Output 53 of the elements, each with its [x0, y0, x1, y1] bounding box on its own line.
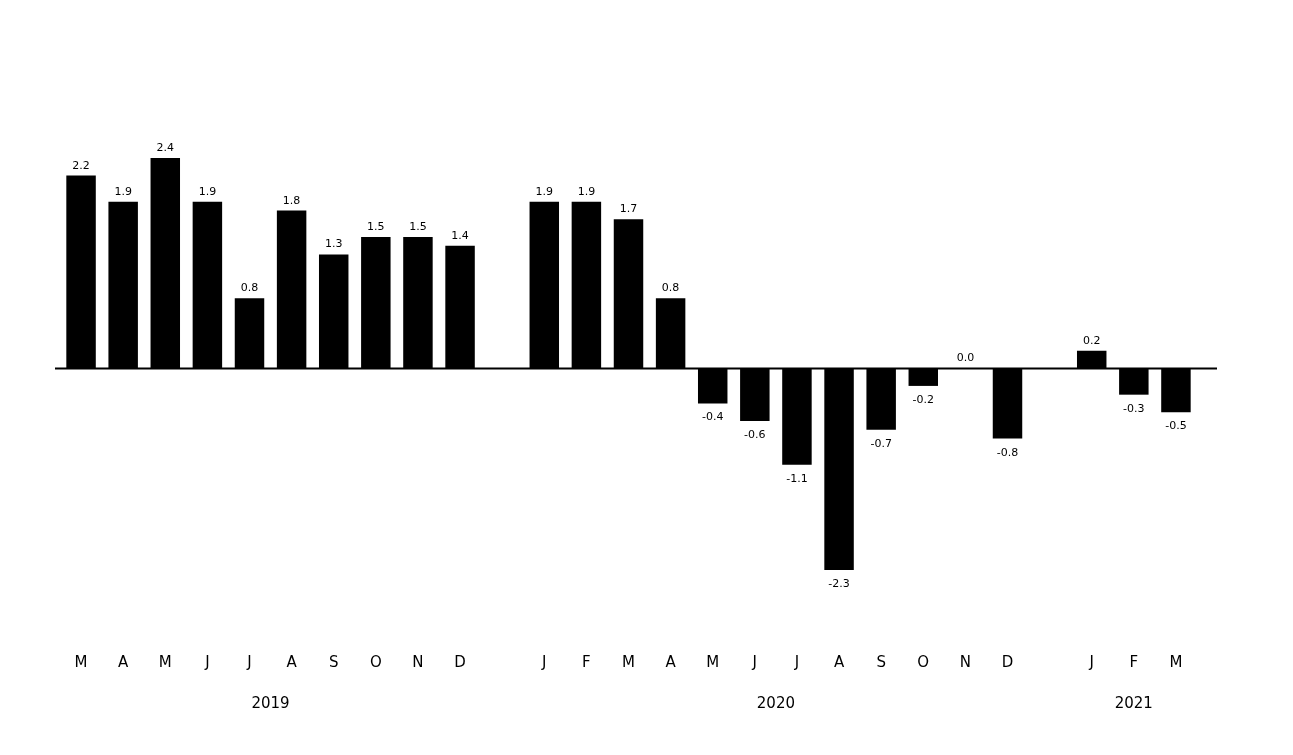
x-tick-label: M	[706, 653, 720, 671]
x-tick-label: O	[369, 653, 382, 671]
x-tick-label: S	[876, 653, 886, 671]
data-label: 0.8	[240, 281, 259, 295]
data-label: 1.3	[324, 237, 343, 251]
x-tick-label: J	[793, 653, 800, 671]
x-tick-label: M	[1169, 653, 1183, 671]
data-label: 1.9	[114, 184, 132, 198]
data-label: -1.1	[786, 471, 808, 485]
x-tick-label: M	[74, 653, 88, 671]
x-tick-label: F	[582, 653, 591, 671]
data-label: 2.4	[156, 141, 175, 154]
x-tick-label: A	[286, 653, 298, 671]
x-tick-label: N	[412, 653, 424, 671]
x-tick-label: J	[1088, 653, 1094, 671]
data-label: -0.7	[870, 436, 892, 450]
data-label: 1.5	[409, 219, 427, 233]
data-label: 1.9	[535, 184, 554, 198]
text: 2020	[756, 694, 795, 712]
x-tick-label: D	[454, 653, 466, 671]
x-tick-label: O	[917, 653, 930, 671]
text: 2019	[251, 694, 290, 712]
data-label: 2.2	[72, 158, 90, 172]
data-label: 1.7	[619, 202, 638, 216]
data-label: 0.8	[661, 281, 680, 295]
data-label: -2.3	[828, 577, 850, 590]
x-tick-label: F	[1129, 653, 1139, 671]
x-tick-label: A	[118, 653, 130, 671]
x-tick-label: J	[751, 653, 758, 671]
text: 2021	[1114, 694, 1153, 712]
data-label: 1.4	[451, 228, 469, 242]
x-tick-label: N	[959, 653, 972, 671]
x-tick-label: J	[204, 653, 210, 671]
x-tick-label: S	[328, 653, 339, 671]
data-label: -0.3	[1123, 401, 1145, 415]
x-tick-label: J	[246, 653, 252, 671]
x-tick-label: M	[158, 653, 172, 671]
x-tick-label: J	[541, 653, 547, 671]
data-label: 1.9	[198, 184, 217, 198]
data-label: 1.9	[577, 184, 596, 198]
data-label: -0.2	[912, 392, 935, 406]
data-label: 1.5	[367, 219, 385, 233]
data-label: -0.4	[701, 410, 724, 424]
x-tick-label: A	[833, 653, 845, 671]
data-label: 0.2	[1082, 333, 1101, 347]
x-tick-label: A	[665, 653, 677, 671]
data-label: -0.8	[996, 445, 1019, 459]
data-label: 0.0	[956, 351, 975, 365]
data-label: 1.8	[282, 193, 301, 207]
x-tick-label: M	[622, 653, 635, 671]
data-label: -0.5	[1165, 419, 1187, 433]
x-tick-label: D	[1001, 653, 1014, 671]
data-label: -0.6	[744, 427, 766, 441]
